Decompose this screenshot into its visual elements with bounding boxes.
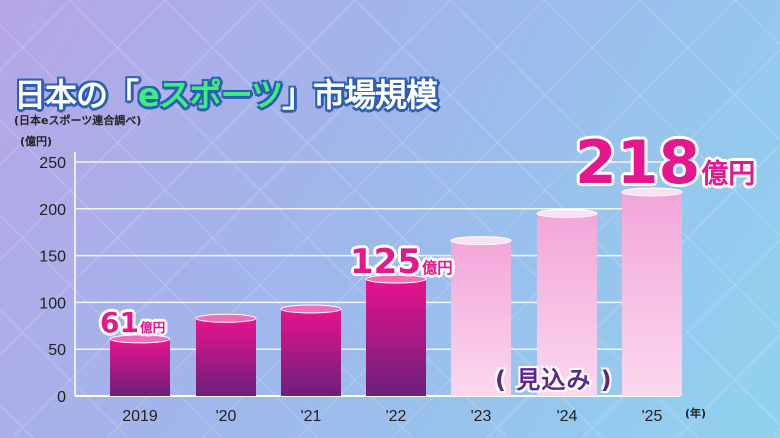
x-axis-unit: (年) [685, 407, 707, 420]
callout-2022: 125億円 [350, 242, 453, 282]
x-tick-label: 2019 [122, 408, 158, 425]
callout-value: 61 [100, 306, 139, 339]
y-tick-label: 250 [39, 155, 66, 172]
bar-1 [196, 318, 256, 396]
x-tick-label: '25 [642, 408, 663, 425]
chart-title: 日本の「eスポーツ」市場規模 [14, 70, 438, 116]
y-axis-unit: (億円) [20, 135, 53, 148]
bar-cap [450, 236, 512, 246]
bar-2 [281, 308, 341, 396]
callout-value: 218 [575, 128, 701, 198]
bar-cap [536, 208, 598, 218]
y-tick-label: 150 [39, 249, 66, 266]
y-tick-label: 200 [39, 202, 66, 219]
source-note: (日本eスポーツ連合調べ) [14, 114, 142, 127]
callout-unit: 億円 [701, 159, 756, 190]
callout-unit: 億円 [421, 259, 453, 277]
y-tick-label: 100 [39, 295, 66, 312]
x-tick-label: '20 [216, 408, 237, 425]
bar-cap [195, 313, 257, 323]
callout-2019: 61億円 [100, 306, 165, 339]
bar-6 [622, 191, 682, 396]
x-tick-label: '23 [471, 408, 492, 425]
bar-cap [280, 304, 342, 314]
bar-3 [366, 279, 426, 396]
bar-cap [621, 187, 683, 197]
callout-unit: 億円 [139, 320, 166, 335]
y-tick-label: 50 [48, 342, 66, 359]
callout-value: 125 [350, 242, 421, 282]
bar-cap [109, 334, 171, 344]
bar-cap [365, 274, 427, 284]
x-tick-label: '22 [386, 408, 407, 425]
title-prefix: 日本の「 [14, 76, 139, 114]
x-tick-label: '24 [557, 408, 578, 425]
callout-2025: 218億円 [575, 128, 755, 198]
title-highlight: eスポーツ [138, 76, 283, 114]
y-tick-label: 0 [57, 389, 66, 406]
bar-4 [451, 240, 511, 396]
bar-5 [537, 213, 597, 396]
x-tick-label: '21 [301, 408, 322, 425]
forecast-label: ( 見込み ) [495, 366, 613, 394]
title-suffix: 」市場規模 [282, 76, 438, 114]
bar-0 [110, 338, 170, 396]
